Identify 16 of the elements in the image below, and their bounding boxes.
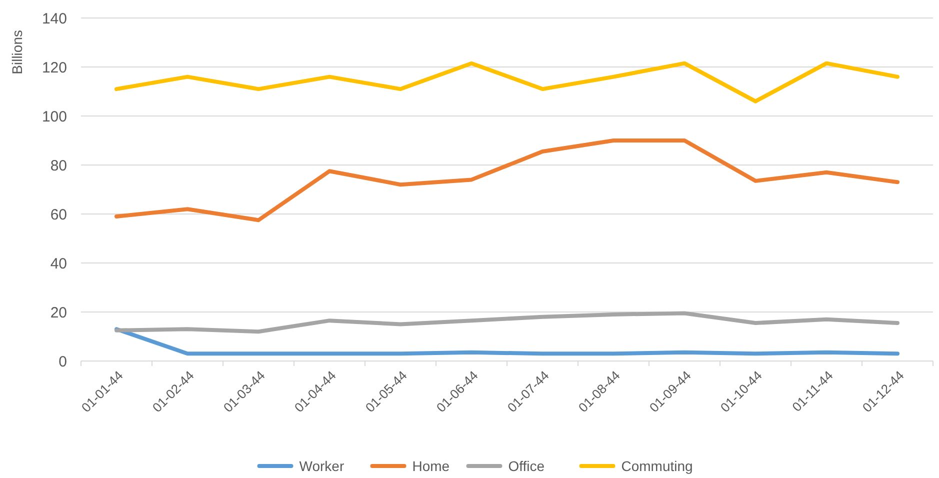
y-axis-title: Billions <box>9 30 25 74</box>
y-tick-label: 0 <box>58 353 67 370</box>
line-series <box>114 61 900 104</box>
y-tick-label: 100 <box>42 108 67 126</box>
legend-label: Home <box>412 458 450 474</box>
y-tick-label: 20 <box>50 304 67 322</box>
legend-label: Worker <box>299 458 344 474</box>
legend-label: Commuting <box>621 458 693 474</box>
y-tick-label: 60 <box>50 206 67 224</box>
y-tick-label: 140 <box>42 10 67 28</box>
y-tick-label: 40 <box>50 255 67 272</box>
line-series <box>114 311 900 334</box>
y-tick-label: 80 <box>50 157 67 174</box>
line-series <box>114 138 900 222</box>
legend-label: Office <box>508 458 545 474</box>
y-tick-label: 120 <box>42 59 67 76</box>
